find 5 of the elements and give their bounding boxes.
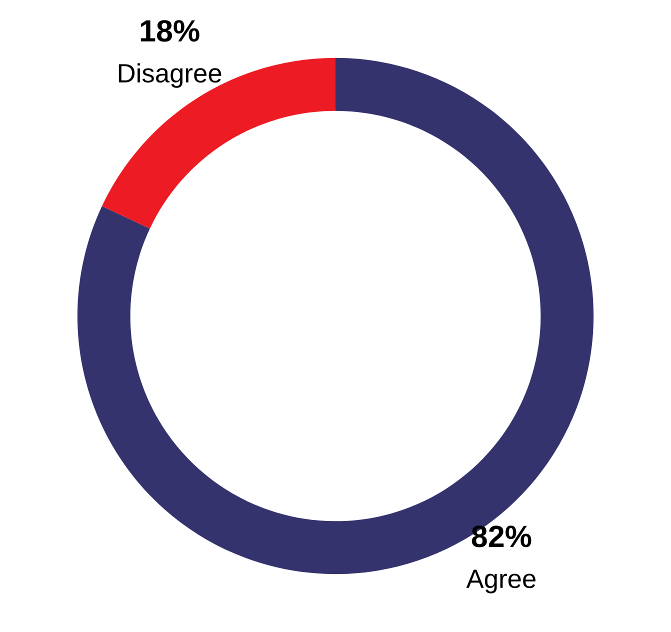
donut-slice xyxy=(102,58,336,229)
slice-label: Agree xyxy=(466,570,536,594)
slice-label: Disagree xyxy=(118,63,222,88)
data-label: 18% xyxy=(140,20,200,42)
data-label: 82% xyxy=(472,526,532,548)
